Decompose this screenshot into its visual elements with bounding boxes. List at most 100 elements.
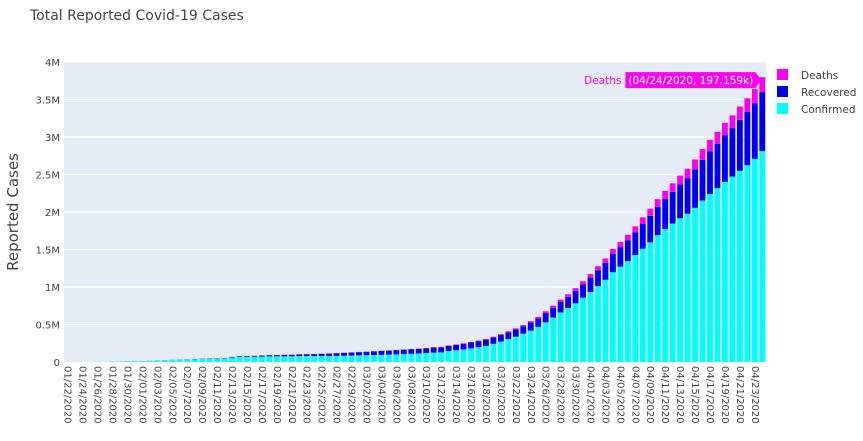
bar-confirmed-13[interactable]	[161, 360, 168, 362]
bar-recovered-74[interactable]	[617, 247, 624, 267]
bar-confirmed-33[interactable]	[311, 356, 318, 362]
bar-deaths-65[interactable]	[550, 305, 557, 308]
bar-deaths-93[interactable]	[759, 77, 766, 92]
bar-confirmed-92[interactable]	[751, 158, 758, 362]
bar-confirmed-16[interactable]	[184, 359, 191, 362]
bar-deaths-71[interactable]	[595, 266, 601, 271]
bar-confirmed-15[interactable]	[176, 359, 183, 362]
bar-recovered-31[interactable]	[296, 354, 303, 357]
bar-recovered-84[interactable]	[692, 169, 698, 208]
bar-recovered-65[interactable]	[550, 307, 557, 318]
bar-recovered-51[interactable]	[445, 345, 452, 352]
bar-confirmed-85[interactable]	[699, 200, 706, 362]
bar-deaths-75[interactable]	[624, 234, 631, 241]
bar-recovered-79[interactable]	[654, 206, 661, 236]
bar-confirmed-57[interactable]	[490, 343, 497, 362]
bar-deaths-85[interactable]	[699, 149, 706, 160]
bar-confirmed-12[interactable]	[154, 360, 161, 362]
bar-confirmed-8[interactable]	[124, 361, 131, 362]
bar-deaths-76[interactable]	[632, 226, 639, 233]
bar-recovered-54[interactable]	[468, 342, 474, 349]
bar-recovered-44[interactable]	[393, 350, 400, 355]
bar-recovered-66[interactable]	[557, 301, 564, 313]
bar-confirmed-25[interactable]	[251, 356, 258, 362]
bar-recovered-68[interactable]	[572, 290, 579, 304]
bar-recovered-70[interactable]	[587, 277, 594, 293]
bar-recovered-78[interactable]	[647, 215, 654, 243]
bar-deaths-90[interactable]	[736, 106, 743, 120]
bar-recovered-64[interactable]	[542, 313, 549, 323]
bar-deaths-70[interactable]	[587, 274, 594, 278]
bar-deaths-68[interactable]	[572, 288, 579, 291]
bar-deaths-73[interactable]	[609, 248, 616, 254]
bar-confirmed-53[interactable]	[460, 349, 467, 362]
bar-confirmed-31[interactable]	[296, 356, 303, 362]
bar-confirmed-93[interactable]	[759, 151, 766, 362]
bar-recovered-30[interactable]	[288, 354, 295, 357]
bar-recovered-26[interactable]	[258, 355, 265, 357]
bar-deaths-84[interactable]	[692, 159, 698, 170]
bar-confirmed-28[interactable]	[273, 356, 280, 362]
bar-deaths-54[interactable]	[468, 341, 474, 343]
bar-recovered-36[interactable]	[333, 353, 340, 356]
legend-label-confirmed[interactable]: Confirmed	[801, 104, 856, 116]
bar-confirmed-73[interactable]	[609, 272, 616, 362]
bar-confirmed-81[interactable]	[669, 223, 676, 363]
bar-recovered-72[interactable]	[602, 262, 609, 280]
bar-marks[interactable]	[64, 77, 766, 363]
bar-confirmed-45[interactable]	[400, 354, 407, 362]
bar-recovered-69[interactable]	[580, 284, 586, 298]
bar-recovered-41[interactable]	[371, 351, 377, 356]
bar-recovered-62[interactable]	[527, 322, 534, 331]
bar-confirmed-18[interactable]	[199, 358, 206, 362]
bar-deaths-88[interactable]	[722, 122, 728, 136]
legend-label-recovered[interactable]: Recovered	[801, 87, 856, 99]
bar-confirmed-65[interactable]	[550, 317, 557, 363]
bar-confirmed-62[interactable]	[527, 330, 534, 362]
bar-deaths-66[interactable]	[557, 299, 564, 302]
bar-recovered-85[interactable]	[699, 159, 706, 201]
bar-recovered-93[interactable]	[759, 91, 766, 152]
bar-confirmed-89[interactable]	[729, 176, 736, 362]
bar-confirmed-76[interactable]	[632, 255, 639, 362]
bar-deaths-91[interactable]	[744, 98, 751, 112]
bar-confirmed-39[interactable]	[356, 355, 362, 362]
bar-recovered-67[interactable]	[565, 296, 572, 308]
bar-confirmed-84[interactable]	[692, 207, 698, 362]
bar-recovered-57[interactable]	[490, 337, 497, 344]
bar-recovered-63[interactable]	[535, 318, 542, 327]
bar-recovered-27[interactable]	[266, 355, 273, 357]
bar-deaths-62[interactable]	[527, 321, 534, 323]
bar-confirmed-90[interactable]	[736, 170, 743, 362]
bar-deaths-60[interactable]	[512, 328, 519, 330]
bar-confirmed-83[interactable]	[684, 213, 691, 362]
bar-confirmed-24[interactable]	[244, 356, 250, 362]
bar-confirmed-67[interactable]	[565, 307, 572, 362]
bar-recovered-71[interactable]	[595, 270, 601, 287]
bar-confirmed-38[interactable]	[348, 355, 355, 362]
bar-recovered-48[interactable]	[423, 348, 430, 354]
bar-confirmed-44[interactable]	[393, 354, 400, 362]
bar-confirmed-35[interactable]	[326, 355, 333, 362]
bar-recovered-56[interactable]	[483, 339, 489, 346]
bar-recovered-49[interactable]	[430, 347, 437, 353]
bar-confirmed-20[interactable]	[214, 358, 221, 362]
legend-label-deaths[interactable]: Deaths	[801, 70, 838, 82]
bar-confirmed-75[interactable]	[624, 261, 631, 362]
bar-confirmed-11[interactable]	[146, 360, 153, 362]
bar-recovered-47[interactable]	[415, 348, 422, 354]
bar-confirmed-43[interactable]	[385, 354, 392, 362]
bar-confirmed-59[interactable]	[505, 339, 512, 362]
bar-deaths-79[interactable]	[654, 199, 661, 207]
bar-recovered-45[interactable]	[400, 349, 407, 355]
bar-confirmed-69[interactable]	[580, 297, 586, 362]
bar-confirmed-14[interactable]	[169, 359, 176, 362]
bar-recovered-80[interactable]	[662, 198, 669, 230]
bar-confirmed-37[interactable]	[341, 355, 347, 362]
bar-confirmed-72[interactable]	[602, 279, 609, 362]
bar-recovered-88[interactable]	[722, 135, 728, 182]
legend-swatch-deaths[interactable]	[777, 69, 788, 80]
bar-deaths-63[interactable]	[535, 316, 542, 319]
bar-recovered-75[interactable]	[624, 240, 631, 262]
bar-confirmed-58[interactable]	[497, 341, 504, 362]
